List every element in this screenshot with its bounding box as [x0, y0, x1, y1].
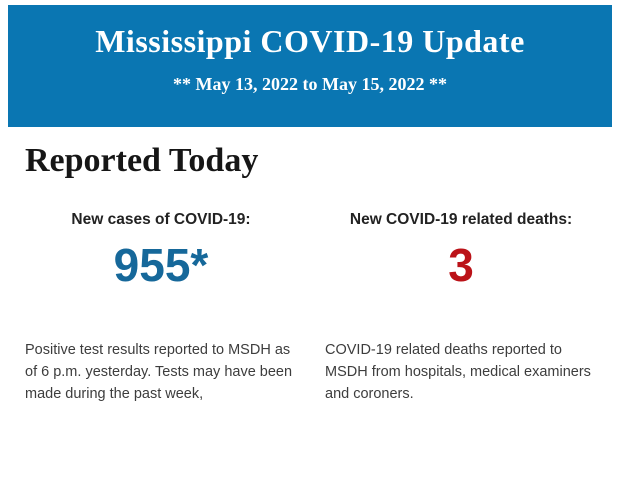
new-deaths-value: 3	[448, 239, 474, 291]
stat-new-cases: New cases of COVID-19: 955* Positive tes…	[25, 211, 297, 405]
date-range: ** May 13, 2022 to May 15, 2022 **	[173, 74, 447, 94]
new-cases-description: Positive test results reported to MSDH a…	[25, 342, 293, 402]
header-banner: Mississippi COVID-19 Update ** May 13, 2…	[8, 5, 612, 127]
new-deaths-label: New COVID-19 related deaths:	[349, 211, 573, 228]
section-heading: Reported Today	[25, 142, 259, 179]
report-section: Reported Today New cases of COVID-19: 95…	[25, 127, 597, 405]
new-cases-label: New cases of COVID-19:	[71, 211, 251, 228]
stat-new-deaths: New COVID-19 related deaths: 3 COVID-19 …	[325, 211, 597, 405]
new-deaths-description: COVID-19 related deaths reported to MSDH…	[325, 342, 591, 402]
new-cases-value: 955*	[113, 239, 209, 291]
stats-grid: New cases of COVID-19: 955* Positive tes…	[25, 211, 597, 405]
page-title: Mississippi COVID-19 Update	[95, 23, 525, 59]
